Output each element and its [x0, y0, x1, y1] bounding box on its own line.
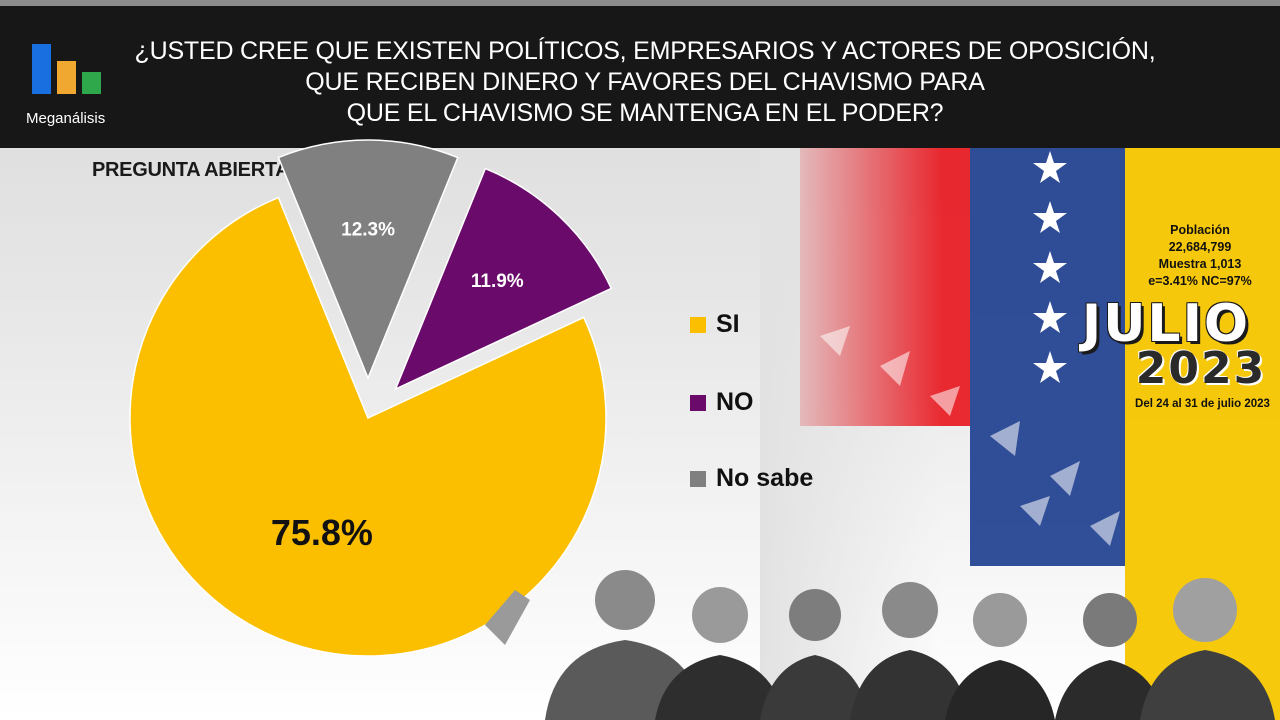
- legend-item-si: SI: [690, 310, 740, 339]
- logo-bar-blue: [32, 44, 51, 94]
- pie-label-no-sabe: 12.3%: [341, 219, 395, 240]
- question-line-1: ¿USTED CREE QUE EXISTEN POLÍTICOS, EMPRE…: [134, 37, 1156, 65]
- pie-slice-no: [394, 167, 613, 391]
- legend-swatch-si: [690, 316, 706, 333]
- question-line-2: QUE RECIBEN DINERO Y FAVORES DEL CHAVISM…: [305, 68, 985, 96]
- legend-item-no-sabe: No sabe: [690, 464, 813, 493]
- period-month: JULIO: [1081, 294, 1251, 354]
- legend-swatch-no-sabe: [690, 470, 706, 487]
- meganalisis-logo: Meganálisis: [26, 44, 112, 134]
- pie-label-si: 75.8%: [271, 512, 373, 553]
- person-2-silhouette: [655, 587, 785, 720]
- pie-label-no: 11.9%: [471, 271, 524, 292]
- legend-label-si: SI: [716, 310, 740, 338]
- person-7-silhouette: [1140, 578, 1275, 720]
- legend-swatch-no: [690, 394, 706, 411]
- survey-question: ¿USTED CREE QUE EXISTEN POLÍTICOS, EMPRE…: [100, 36, 1190, 129]
- person-4-silhouette: [850, 582, 970, 720]
- person-3-silhouette: [760, 589, 870, 720]
- period-dates: Del 24 al 31 de julio 2023: [1135, 398, 1270, 410]
- person-5-silhouette: [945, 593, 1055, 720]
- stats-error: e=3.41% NC=97%: [1148, 274, 1252, 288]
- sample-stats: Población 22,684,799 Muestra 1,013 e=3.4…: [1130, 222, 1270, 290]
- logo-text: Meganálisis: [26, 110, 106, 127]
- question-line-3: QUE EL CHAVISMO SE MANTENGA EN EL PODER?: [346, 99, 944, 127]
- legend-item-no: NO: [690, 388, 754, 417]
- logo-bar-orange: [57, 61, 76, 94]
- chart-subtitle: PREGUNTA ABIERTA: [92, 159, 290, 181]
- top-border: [0, 0, 1280, 6]
- logo-bar-green: [82, 72, 101, 94]
- period-year: 2023: [1135, 343, 1267, 394]
- legend-label-no-sabe: No sabe: [716, 464, 814, 492]
- person-6-silhouette: [1055, 593, 1165, 720]
- legend-label-no: NO: [716, 388, 754, 416]
- stats-sample: Muestra 1,013: [1158, 257, 1242, 271]
- stats-population-label: Población: [1170, 223, 1230, 237]
- pie-slice-si: [129, 196, 607, 657]
- politicians-photo-strip: [485, 570, 1275, 720]
- pie-slice-no-sabe: [277, 139, 459, 380]
- title-bar: Meganálisis ¿USTED CREE QUE EXISTEN POLÍ…: [0, 6, 1280, 148]
- stats-population-value: 22,684,799: [1168, 240, 1232, 254]
